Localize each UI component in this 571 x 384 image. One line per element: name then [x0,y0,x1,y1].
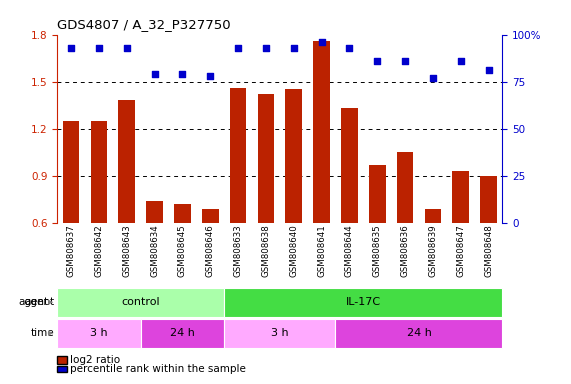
Point [94,45,103,51]
Point [262,45,271,51]
Bar [480,176,497,223]
Bar [397,152,413,223]
Point [122,45,131,51]
Point [206,73,215,79]
Text: agent: agent [18,297,49,308]
Text: IL-17C: IL-17C [345,297,381,308]
Point [66,45,75,51]
Point [150,71,159,77]
Bar [425,209,441,223]
Point [317,39,326,45]
Bar [90,121,107,223]
Text: ▶: ▶ [49,300,54,305]
Bar [341,108,357,223]
Point [484,67,493,73]
Text: agent: agent [24,297,54,308]
Text: ▶: ▶ [49,330,54,336]
Text: percentile rank within the sample: percentile rank within the sample [70,364,246,374]
Bar [146,201,163,223]
Point [428,75,437,81]
Text: GDS4807 / A_32_P327750: GDS4807 / A_32_P327750 [57,18,231,31]
Bar [118,101,135,223]
Text: 3 h: 3 h [271,328,288,338]
Text: 24 h: 24 h [407,328,432,338]
Point [456,58,465,64]
Text: 24 h: 24 h [170,328,195,338]
Bar [452,171,469,223]
Point [373,58,382,64]
Bar [63,121,79,223]
Bar [202,209,219,223]
Text: control: control [121,297,160,308]
Bar [230,88,247,223]
Point [400,58,409,64]
Bar [313,41,330,223]
Text: log2 ratio: log2 ratio [70,355,120,365]
Point [289,45,298,51]
Text: time: time [31,328,54,338]
Bar [286,89,302,223]
Bar [258,94,274,223]
Point [345,45,354,51]
Text: 3 h: 3 h [90,328,108,338]
Bar [369,165,385,223]
Bar [174,204,191,223]
Point [234,45,243,51]
Point [178,71,187,77]
